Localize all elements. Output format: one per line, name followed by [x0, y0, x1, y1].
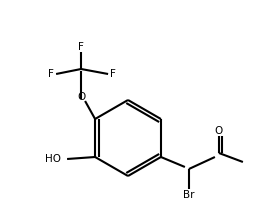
Text: O: O [215, 126, 223, 136]
Text: HO: HO [45, 154, 61, 164]
Text: Br: Br [183, 190, 195, 200]
Text: O: O [77, 92, 85, 102]
Text: F: F [78, 42, 84, 52]
Text: F: F [48, 69, 54, 79]
Text: F: F [110, 69, 116, 79]
